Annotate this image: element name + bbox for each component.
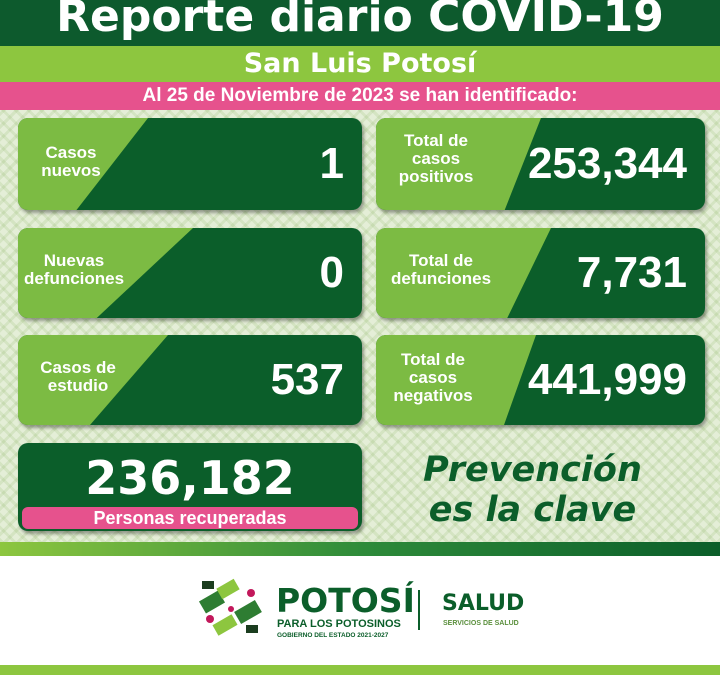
card-new-deaths: Nuevas defunciones 0 bbox=[18, 228, 362, 318]
recovered-card: 236,182 Personas recuperadas bbox=[18, 443, 362, 531]
recovered-label: Personas recuperadas bbox=[22, 507, 358, 529]
card-total-positive: Total de casos positivos 253,344 bbox=[376, 118, 705, 210]
bottom-band bbox=[0, 665, 720, 675]
card-value: 537 bbox=[270, 355, 344, 404]
divider bbox=[418, 590, 420, 630]
card-value: 0 bbox=[319, 248, 344, 297]
card-label: Total de casos positivos bbox=[398, 131, 474, 186]
potosi-logo-icon bbox=[198, 578, 262, 636]
salud-subtitle: SERVICIOS DE SALUD bbox=[443, 620, 519, 627]
slogan-line-2: es la clave bbox=[428, 490, 637, 530]
card-total-deaths: Total de defunciones 7,731 bbox=[376, 228, 705, 318]
report-title: Reporte diario COVID-19 bbox=[0, 0, 720, 46]
card-value: 7,731 bbox=[576, 248, 687, 297]
card-label: Casos nuevos bbox=[41, 143, 101, 180]
decorative-strip bbox=[0, 542, 720, 556]
footer bbox=[0, 556, 720, 665]
card-study-cases: Casos de estudio 537 bbox=[18, 335, 362, 425]
card-total-negative: Total de casos negativos 441,999 bbox=[376, 335, 705, 425]
card-label: Casos de estudio bbox=[40, 358, 116, 395]
card-value: 441,999 bbox=[527, 355, 687, 404]
state-subtitle: San Luis Potosí bbox=[0, 46, 720, 82]
card-label: Total de defunciones bbox=[390, 251, 492, 288]
card-value: 1 bbox=[319, 139, 344, 188]
slogan: Prevención es la clave bbox=[380, 450, 685, 530]
potosi-brand: POTOSÍ bbox=[276, 581, 415, 620]
card-label: Nuevas defunciones bbox=[23, 251, 125, 288]
government-label: GOBIERNO DEL ESTADO 2021-2027 bbox=[277, 632, 389, 639]
slogan-line-1: Prevención bbox=[423, 450, 642, 490]
date-line: Al 25 de Noviembre de 2023 se han identi… bbox=[0, 82, 720, 110]
recovered-value: 236,182 bbox=[85, 451, 295, 505]
card-label: Total de casos negativos bbox=[393, 350, 473, 405]
potosi-tagline: PARA LOS POTOSINOS bbox=[277, 618, 401, 630]
card-new-cases: Casos nuevos 1 bbox=[18, 118, 362, 210]
salud-brand: SALUD bbox=[442, 591, 525, 616]
card-value: 253,344 bbox=[527, 139, 687, 188]
